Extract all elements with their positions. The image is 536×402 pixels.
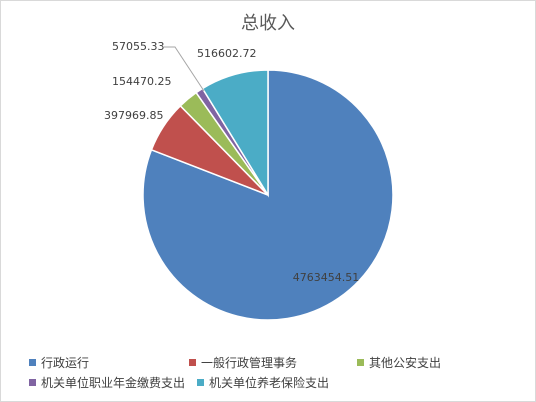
legend-row-2: 机关单位职业年金缴费支出 机关单位养老保险支出 xyxy=(29,373,519,391)
legend-label: 一般行政管理事务 xyxy=(201,355,298,370)
legend-label: 机关单位职业年金缴费支出 xyxy=(41,375,186,390)
legend-item-一般行政管理事务: 一般行政管理事务 xyxy=(189,354,357,371)
legend-swatch xyxy=(197,378,205,386)
legend-swatch xyxy=(29,378,36,386)
leader-line-4 xyxy=(164,46,205,92)
legend-label: 行政运行 xyxy=(41,355,90,370)
data-label-1: 4763454.51 xyxy=(293,271,359,284)
legend-item-行政运行: 行政运行 xyxy=(29,354,189,371)
chart-title: 总收入 xyxy=(241,13,295,34)
legend-item-机关单位养老保险支出: 机关单位养老保险支出 xyxy=(197,374,329,391)
legend-label: 机关单位养老保险支出 xyxy=(209,375,330,390)
legend-item-机关单位职业年金缴费支出: 机关单位职业年金缴费支出 xyxy=(29,374,185,391)
legend-label: 其他公安支出 xyxy=(369,355,442,370)
legend-swatch xyxy=(357,358,364,366)
legend: 行政运行 一般行政管理事务 其他公安支出 机关单位职业年金缴费支出 机关单位养老… xyxy=(29,353,519,393)
legend-item-其他公安支出: 其他公安支出 xyxy=(357,354,441,371)
data-label-4: 57055.33 xyxy=(112,40,165,53)
data-label-3: 154470.25 xyxy=(112,75,172,88)
data-labels: 4763454.51 397969.85 154470.25 57055.33 5166… xyxy=(104,40,359,284)
data-label-2: 397969.85 xyxy=(104,109,164,122)
data-label-5: 516602.72 xyxy=(197,47,257,60)
pie-slice-1 xyxy=(142,69,394,321)
legend-row-1: 行政运行 一般行政管理事务 其他公安支出 xyxy=(29,353,519,371)
leader-lines xyxy=(164,46,205,92)
legend-swatch xyxy=(29,358,36,366)
legend-swatch xyxy=(189,358,196,366)
